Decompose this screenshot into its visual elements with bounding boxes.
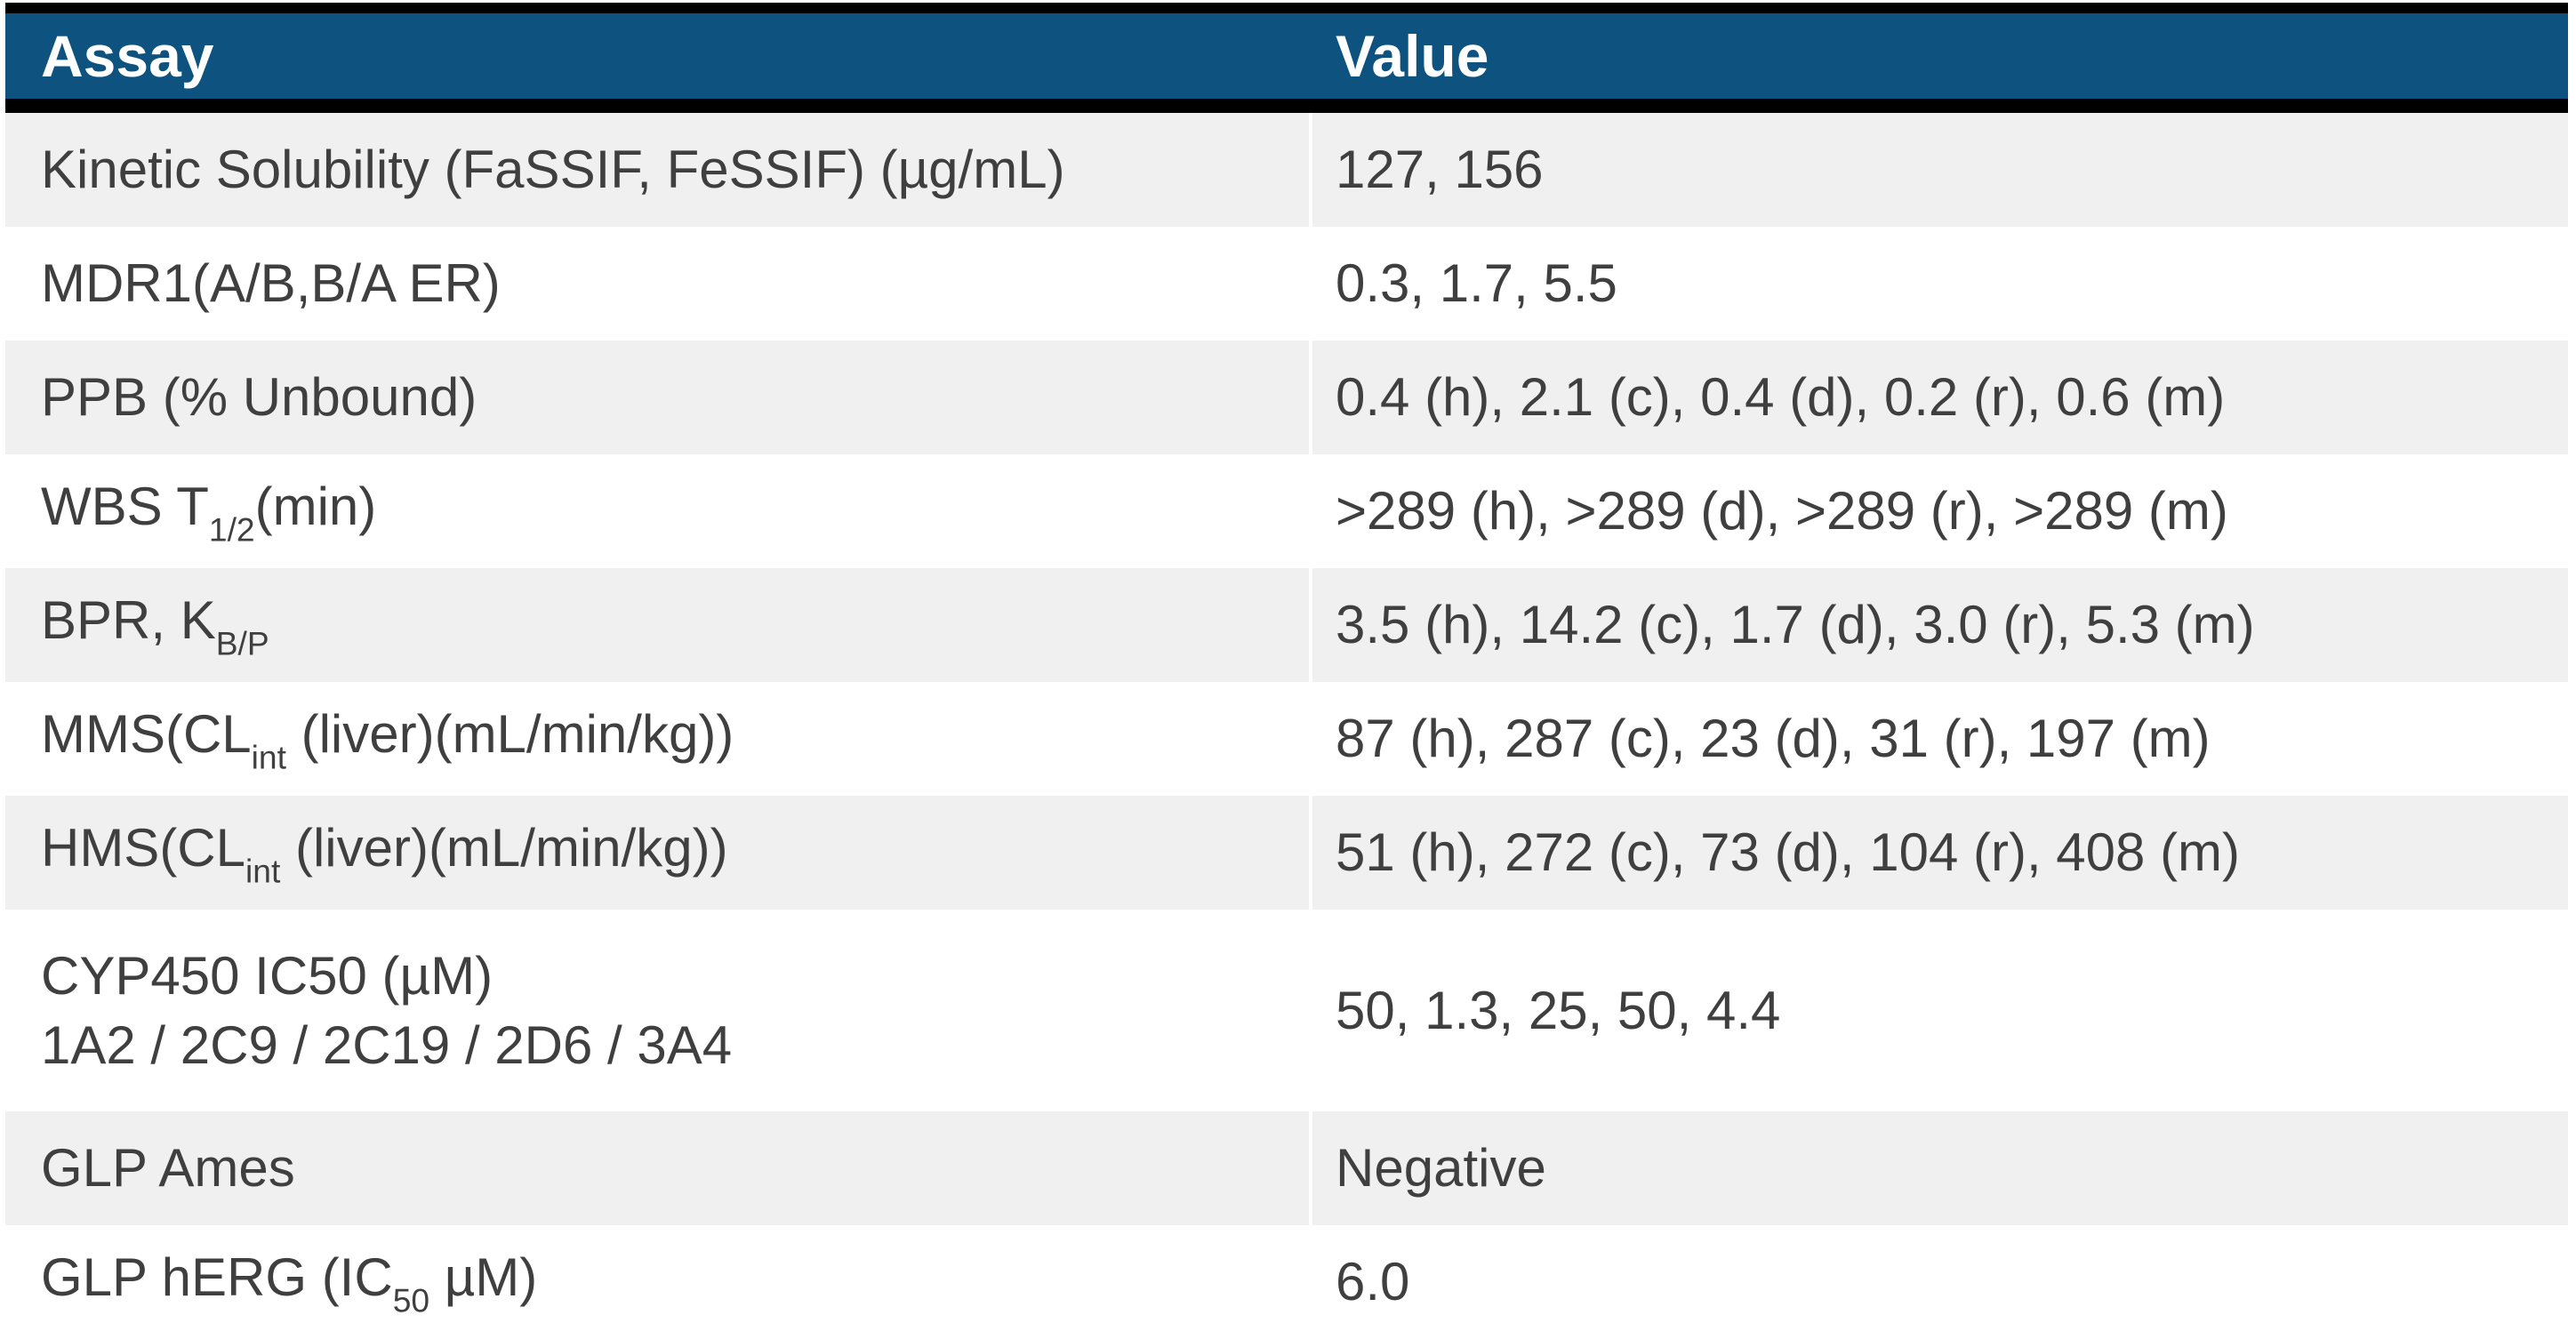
table-row: MMS(CLint (liver)(mL/min/kg)) 87 (h), 287… [5, 682, 2568, 796]
assay-label-text: HMS(CL [41, 817, 246, 878]
assay-label-text: Kinetic Solubility (FaSSIF, FeSSIF) (µg/… [41, 140, 1065, 199]
assay-subscript-text: int [245, 852, 281, 890]
assay-label-text: 1A2 / 2C9 / 2C19 / 2D6 / 3A4 [41, 1014, 733, 1075]
assay-cell: BPR, KB/P [5, 568, 1312, 682]
assay-subscript-text: 1/2 [208, 510, 255, 549]
assay-label-text: BPR, K [41, 589, 216, 650]
table-row: HMS(CLint (liver)(mL/min/kg)) 51 (h), 272… [5, 796, 2568, 910]
value-cell: >289 (h), >289 (d), >289 (r), >289 (m) [1312, 454, 2568, 568]
assay-label-text: CYP450 IC50 (µM) [41, 945, 494, 1006]
column-header-value: Value [1312, 13, 2568, 113]
assay-cell: GLP hERG (IC50 µM) [5, 1225, 1312, 1339]
assay-label-text: MDR1(A/B,B/A ER) [41, 253, 501, 313]
value-cell: 3.5 (h), 14.2 (c), 1.7 (d), 3.0 (r), 5.3… [1312, 568, 2568, 682]
header-row: Assay Value [5, 13, 2568, 113]
assay-label-text: WBS T [41, 476, 209, 536]
value-cell: 87 (h), 287 (c), 23 (d), 31 (r), 197 (m) [1312, 682, 2568, 796]
table-row: CYP450 IC50 (µM) 1A2 / 2C9 / 2C19 / 2D6 /… [5, 910, 2568, 1111]
assay-cell: WBS T1/2(min) [5, 454, 1312, 568]
table-row: WBS T1/2(min) >289 (h), >289 (d), >289 (r… [5, 454, 2568, 568]
table-row: GLP hERG (IC50 µM) 6.0 [5, 1225, 2568, 1339]
value-cell: 127, 156 [1312, 113, 2568, 227]
assay-cell: PPB (% Unbound) [5, 341, 1312, 454]
value-cell: Negative [1312, 1111, 2568, 1225]
value-cell: 6.0 [1312, 1225, 2568, 1339]
table-body: Kinetic Solubility (FaSSIF, FeSSIF) (µg/… [5, 113, 2568, 1339]
assay-cell: MDR1(A/B,B/A ER) [5, 227, 1312, 341]
assay-label-text: PPB (% Unbound) [41, 367, 477, 427]
assay-label-text: (min) [254, 476, 377, 536]
assay-cell: MMS(CLint (liver)(mL/min/kg)) [5, 682, 1312, 796]
assay-label-text: MMS(CL [41, 703, 252, 764]
assay-cell: HMS(CLint (liver)(mL/min/kg)) [5, 796, 1312, 910]
assay-subscript-text: int [251, 738, 286, 776]
assay-label-text: (liver)(mL/min/kg)) [285, 703, 734, 764]
value-cell: 0.4 (h), 2.1 (c), 0.4 (d), 0.2 (r), 0.6 … [1312, 341, 2568, 454]
assay-cell: Kinetic Solubility (FaSSIF, FeSSIF) (µg/… [5, 113, 1312, 227]
value-cell: 50, 1.3, 25, 50, 4.4 [1312, 910, 2568, 1111]
table-row: MDR1(A/B,B/A ER) 0.3, 1.7, 5.5 [5, 227, 2568, 341]
assay-label-text: GLP hERG (IC [41, 1247, 393, 1307]
assay-subscript-text: 50 [392, 1281, 430, 1319]
table-row: PPB (% Unbound) 0.4 (h), 2.1 (c), 0.4 (d)… [5, 341, 2568, 454]
value-cell: 51 (h), 272 (c), 73 (d), 104 (r), 408 (m… [1312, 796, 2568, 910]
table-row: Kinetic Solubility (FaSSIF, FeSSIF) (µg/… [5, 113, 2568, 227]
assay-label-text: µM) [429, 1247, 538, 1307]
assay-cell: GLP Ames [5, 1111, 1312, 1225]
value-cell: 0.3, 1.7, 5.5 [1312, 227, 2568, 341]
table-row: BPR, KB/P 3.5 (h), 14.2 (c), 1.7 (d), 3.0… [5, 568, 2568, 682]
assay-label-text: (liver)(mL/min/kg)) [280, 817, 728, 878]
table-row: GLP Ames Negative [5, 1111, 2568, 1225]
assay-subscript-text: B/P [215, 624, 269, 662]
column-header-assay: Assay [5, 13, 1312, 113]
assay-cell: CYP450 IC50 (µM) 1A2 / 2C9 / 2C19 / 2D6 /… [5, 910, 1312, 1111]
assay-results-table: Assay Value Kinetic Solubility (FaSSIF, … [5, 3, 2568, 1339]
assay-label-text: GLP Ames [41, 1138, 295, 1198]
